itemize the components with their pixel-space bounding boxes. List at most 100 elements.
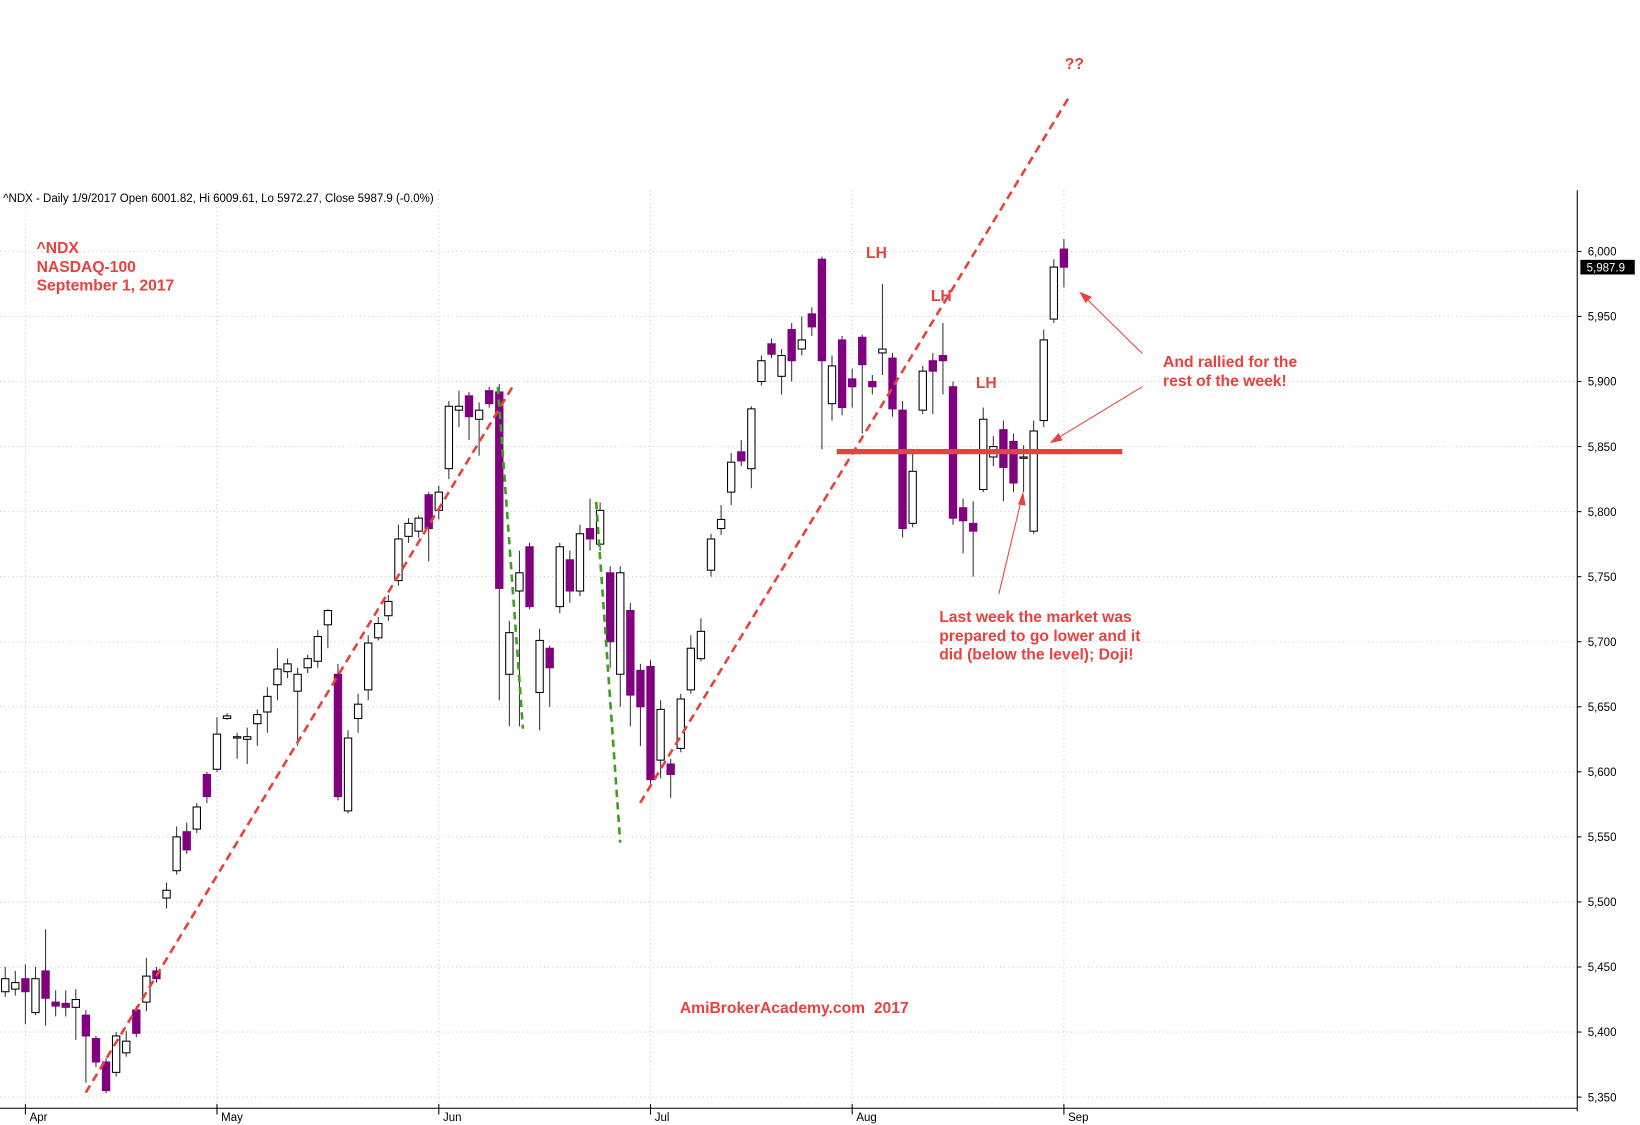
candle-body (716, 518, 726, 530)
candle-body (706, 538, 716, 571)
chart-title: ^NDX - Daily 1/9/2017 Open 6001.82, Hi 6… (3, 193, 434, 205)
candle-body (172, 836, 181, 872)
candle-body (122, 1040, 131, 1054)
candle-body (858, 336, 867, 366)
candle-body (686, 647, 696, 691)
candle-body (474, 409, 484, 420)
candle-body (958, 507, 968, 522)
arrows (998, 291, 1143, 594)
candle-body (31, 978, 40, 1014)
candle-body (767, 343, 776, 355)
candle-body (263, 695, 272, 713)
candle-body (132, 1009, 141, 1034)
candle-body (485, 390, 494, 405)
candle-body (192, 806, 201, 830)
candle-body (575, 533, 585, 592)
candle-body (81, 1014, 91, 1037)
candle-body (968, 522, 978, 532)
candle-body (111, 1035, 121, 1073)
arrow-head (1079, 291, 1092, 304)
candle-body (41, 970, 50, 999)
x-tick-label: Jul (655, 1112, 670, 1124)
candle-body (666, 763, 675, 775)
candle-body (303, 658, 312, 669)
trend-line (84, 386, 514, 1094)
arrow-head (1017, 491, 1026, 506)
candle-body (162, 889, 171, 899)
y-tick-label: 6,000 (1588, 247, 1617, 259)
candle-body (585, 528, 595, 540)
candle-body (61, 1002, 70, 1008)
y-tick-label: 5,350 (1588, 1092, 1617, 1104)
candle-body (616, 572, 625, 675)
candle-body (777, 354, 786, 377)
candle-body (636, 669, 645, 708)
candle-body (313, 636, 322, 662)
candle-body (333, 673, 343, 798)
candle-body (847, 378, 857, 388)
watermark: AmiBrokerAcademy.com 2017 (680, 1000, 909, 1017)
candle-body (1059, 248, 1069, 268)
candle-body (293, 673, 302, 692)
candle-body (353, 703, 363, 720)
y-tick-label: 5,550 (1588, 832, 1617, 844)
lh-label: LH (976, 375, 997, 392)
candle-body (898, 409, 907, 530)
candle-body (21, 978, 30, 993)
candle-body (535, 639, 544, 694)
note-line: And rallied for the (1163, 354, 1297, 371)
candle-body (1009, 440, 1018, 484)
candles (1, 238, 1069, 1094)
candle-body (444, 405, 454, 470)
arrow (1082, 294, 1143, 354)
candle-body (273, 668, 282, 686)
note-line: did (below the level); Doji! (939, 647, 1133, 664)
candle-body (101, 1061, 111, 1092)
candle-body (797, 339, 806, 350)
candle-body (243, 736, 252, 740)
x-tick-label: Sep (1068, 1112, 1088, 1124)
note-line: Last week the market was (939, 609, 1132, 626)
candle-body (807, 313, 817, 328)
candle-body (837, 339, 847, 409)
y-tick-label: 5,400 (1588, 1027, 1617, 1039)
candle-body (505, 632, 514, 675)
candle-body (495, 391, 504, 589)
candle-body (827, 365, 837, 405)
arrow (1054, 386, 1143, 441)
y-tick-label: 5,800 (1588, 507, 1617, 519)
index-label: NASDAQ-100 (37, 259, 137, 276)
candle-body (142, 975, 151, 1003)
candle-body (343, 737, 353, 812)
candle-body (182, 831, 191, 851)
y-tick-label: 5,650 (1588, 702, 1617, 714)
candle-body (11, 982, 20, 990)
candle-body (1019, 456, 1028, 459)
lh-label: LH (866, 245, 887, 262)
arrow (998, 497, 1023, 594)
candle-body (364, 642, 373, 691)
x-tick-label: Apr (30, 1112, 48, 1124)
candle-body (212, 733, 222, 770)
candle-body (404, 522, 413, 537)
candle-body (626, 609, 635, 696)
candle-body (1, 978, 10, 993)
candle-body (565, 559, 575, 592)
candle-body (222, 715, 232, 720)
candle-body (1039, 339, 1048, 422)
y-tick-label: 5,950 (1588, 312, 1617, 324)
axis-labels: 5,350 5,400 5,450 5,500 5,550 5,600 5,650 5,700… (24, 247, 1635, 1124)
candle-body (656, 708, 665, 761)
candle-body (817, 258, 827, 362)
candle-body (938, 354, 948, 362)
y-tick-label: 5,900 (1588, 377, 1617, 389)
candle-body (51, 1001, 60, 1007)
x-tick-label: May (221, 1112, 243, 1124)
candle-body (878, 348, 887, 354)
x-tick-label: Jun (443, 1112, 462, 1124)
candle-body (424, 494, 433, 530)
question-label: ?? (1065, 56, 1084, 73)
candle-body (1029, 430, 1038, 532)
arrow-head (1049, 432, 1063, 444)
grid (0, 190, 1578, 1109)
